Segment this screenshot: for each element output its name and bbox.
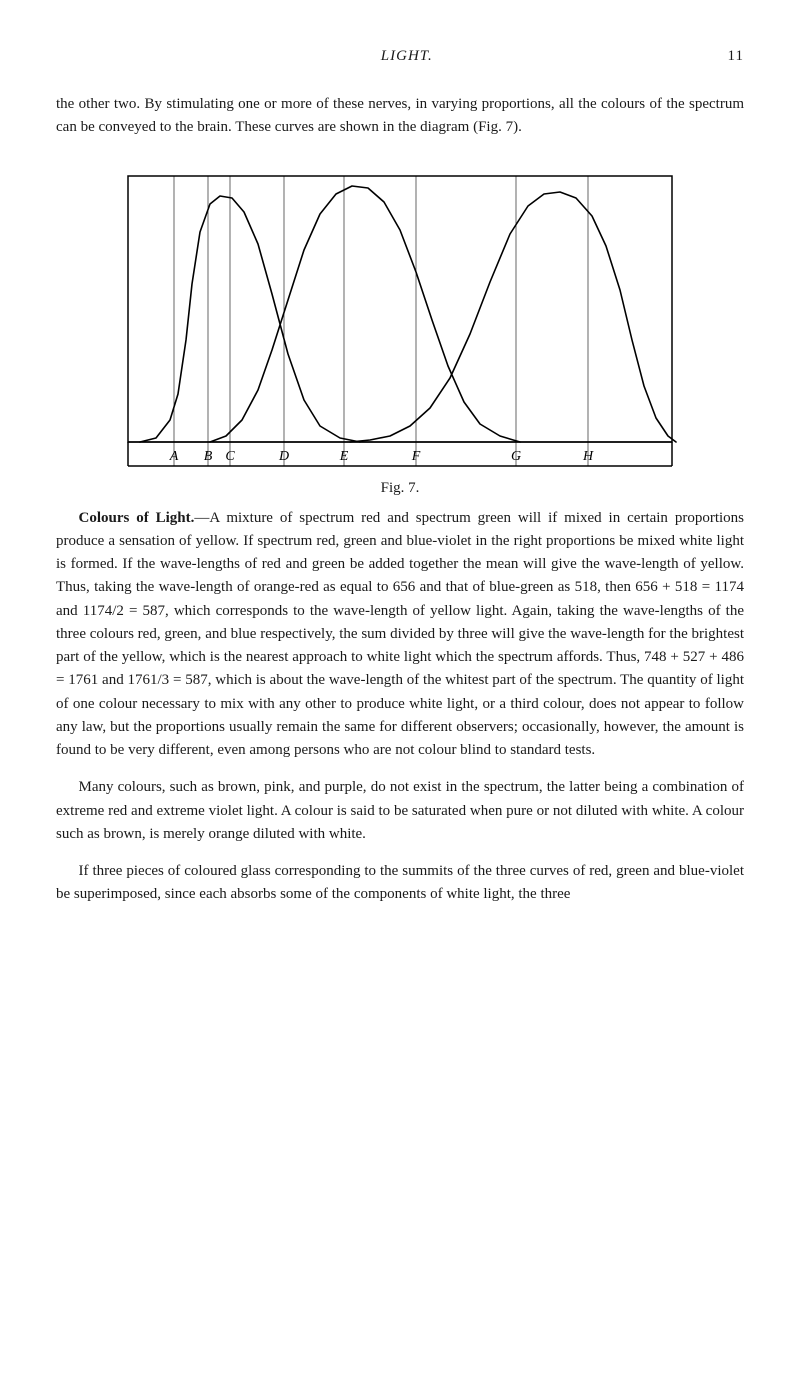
paragraph-1: the other two. By stimulating one or mor… [56,93,744,140]
paragraph-3: Many colours, such as brown, pink, and p… [56,776,744,846]
paragraph-2-body: —A mixture of spectrum red and spectrum … [56,510,744,759]
header-spacer [56,48,86,65]
paragraph-2: Colours of Light.—A mixture of spectrum … [56,507,744,763]
running-title: LIGHT. [86,48,728,65]
spectrum-curves-chart: ABCDEFGH [120,164,680,474]
running-header: LIGHT. 11 [56,48,744,65]
svg-text:C: C [225,449,235,464]
page-number: 11 [728,48,744,65]
figure-caption: Fig. 7. [56,480,744,497]
section-heading-colours: Colours of Light. [79,510,195,526]
figure-7: ABCDEFGH Fig. 7. [56,164,744,497]
paragraph-4: If three pieces of coloured glass corres… [56,860,744,907]
svg-text:D: D [278,449,289,464]
